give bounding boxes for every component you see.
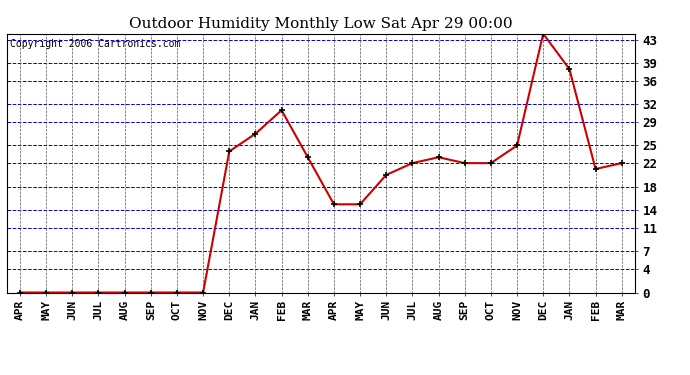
Text: Copyright 2006 Cartronics.com: Copyright 2006 Cartronics.com <box>10 39 180 49</box>
Title: Outdoor Humidity Monthly Low Sat Apr 29 00:00: Outdoor Humidity Monthly Low Sat Apr 29 … <box>129 17 513 31</box>
